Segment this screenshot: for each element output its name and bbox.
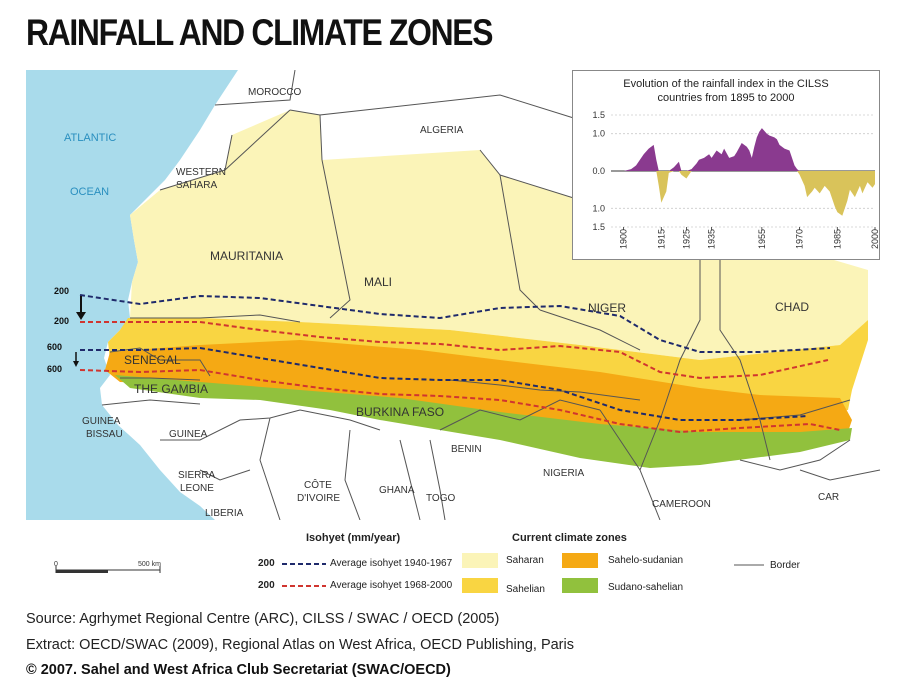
swatch-sahelian — [462, 578, 498, 593]
isohyet-shift-arrow-icon — [73, 352, 79, 367]
isohyet-legend-label: Average isohyet 1968-2000 — [330, 580, 453, 591]
x-tick-label: 1985 — [832, 229, 842, 249]
positive-area — [611, 128, 875, 171]
x-tick-label: 1955 — [757, 229, 767, 249]
isohyet-600-1940-1967 — [80, 346, 809, 421]
country-label-western-sahara: WESTERN — [176, 167, 226, 178]
country-label-benin: BENIN — [451, 444, 482, 455]
country-label-ghana: GHANA — [379, 485, 415, 496]
country-label-sierra-leone: SIERRA — [178, 470, 216, 481]
swatch-sudano-sahelian — [562, 578, 598, 593]
zone-sudano-sahelian — [115, 375, 852, 468]
x-tick-label: 1915 — [656, 229, 666, 249]
isohyet-legend-label: Average isohyet 1940-1967 — [330, 558, 453, 569]
isohyet-shift-arrow-icon — [76, 296, 86, 320]
country-label-chad: CHAD — [775, 300, 809, 314]
isohyet-600-1968-2000 — [79, 368, 841, 434]
zone-legend-label: Saharan — [506, 555, 544, 566]
x-tick-label: 1925 — [681, 229, 691, 249]
scale-bar: 0 500 km — [54, 561, 161, 573]
scale-end-label: 500 km — [138, 561, 161, 568]
page-title: RAINFALL AND CLIMATE ZONES — [26, 12, 493, 53]
isohyet-label: 200 — [54, 286, 69, 296]
swatch-sahelo-sudanian — [562, 553, 598, 568]
rainfall-index-inset: Evolution of the rainfall index in the C… — [572, 70, 880, 260]
border-legend-label: Border — [770, 560, 801, 571]
country-label-sierra-leone: LEONE — [180, 483, 214, 494]
country-label-mauritania: MAURITANIA — [210, 249, 283, 263]
border-legend-line — [734, 564, 764, 566]
rainfall-index-chart: 1.5 1.0 0.0 1.0 1.5 1900 1915 1925 1935 1955 1970… — [592, 110, 879, 249]
negative-area — [611, 171, 875, 216]
extract-line: Extract: OECD/SWAC (2009), Regional Atla… — [26, 637, 574, 653]
borders — [101, 70, 881, 520]
inset-title: Evolution of the rainfall index in the C… — [623, 78, 829, 104]
isohyet-200-1968-2000 — [80, 321, 829, 380]
country-label-togo: TOGO — [426, 493, 455, 504]
copyright-line: © 2007. Sahel and West Africa Club Secre… — [26, 662, 451, 678]
country-label-car: CAR — [818, 492, 839, 503]
y-tick-label: 1.5 — [592, 222, 605, 232]
zone-sahelo-sudanian — [105, 340, 852, 440]
swatch-saharan — [462, 553, 498, 568]
zones-legend-title: Current climate zones — [512, 532, 627, 544]
country-label-cote-divoire: D'IVOIRE — [297, 493, 340, 504]
country-label-western-sahara: SAHARA — [176, 180, 217, 191]
isohyet-legend-value: 200 — [258, 580, 275, 591]
country-label-nigeria: NIGERIA — [543, 468, 584, 479]
x-tick-label: 1935 — [707, 229, 717, 249]
isohyet-200-1940-1967 — [79, 294, 831, 353]
country-label-guinea-bissau: GUINEA — [82, 416, 121, 427]
scale-start-label: 0 — [54, 561, 58, 568]
country-label-the-gambia: THE GAMBIA — [134, 382, 208, 396]
isohyet-label: 600 — [47, 342, 62, 352]
source-line: Source: Agrhymet Regional Centre (ARC), … — [26, 611, 500, 627]
x-tick-label: 1970 — [795, 229, 805, 249]
isohyet-label: 600 — [47, 364, 62, 374]
country-label-morocco: MOROCCO — [248, 87, 302, 98]
zone-legend-label: Sahelo-sudanian — [608, 555, 684, 566]
country-label-guinea: GUINEA — [169, 429, 208, 440]
country-label-mali: MALI — [364, 275, 392, 289]
zone-legend-label: Sudano-sahelian — [608, 582, 684, 593]
country-label-cameroon: CAMEROON — [652, 499, 711, 510]
country-label-algeria: ALGERIA — [420, 125, 464, 136]
country-label-cote-divoire: CÔTE — [304, 478, 332, 491]
y-tick-label: 0.0 — [592, 166, 605, 176]
x-tick-label: 2000 — [870, 229, 879, 249]
country-label-niger: NIGER — [588, 301, 626, 315]
country-label-burkina-faso: BURKINA FASO — [356, 405, 444, 419]
y-tick-label: 1.0 — [592, 129, 605, 139]
country-label-senegal: SENEGAL — [124, 353, 181, 367]
y-tick-label: 1.5 — [592, 110, 605, 120]
x-tick-label: 1900 — [619, 229, 629, 249]
y-tick-label: 1.0 — [592, 203, 605, 213]
isohyet-label: 200 — [54, 316, 69, 326]
country-label-guinea-bissau: BISSAU — [86, 429, 123, 440]
isohyet-legend-value: 200 — [258, 558, 275, 569]
zone-legend-label: Sahelian — [506, 584, 545, 595]
sea-label-atlantic: ATLANTIC — [64, 132, 116, 144]
isohyet-legend-title: Isohyet (mm/year) — [306, 532, 401, 544]
isohyet-legend-line-1940 — [282, 563, 326, 565]
sea-label-ocean: OCEAN — [70, 186, 109, 198]
isohyet-legend-line-1968 — [282, 585, 326, 587]
country-label-liberia: LIBERIA — [205, 508, 244, 519]
zone-saharan — [130, 110, 868, 360]
